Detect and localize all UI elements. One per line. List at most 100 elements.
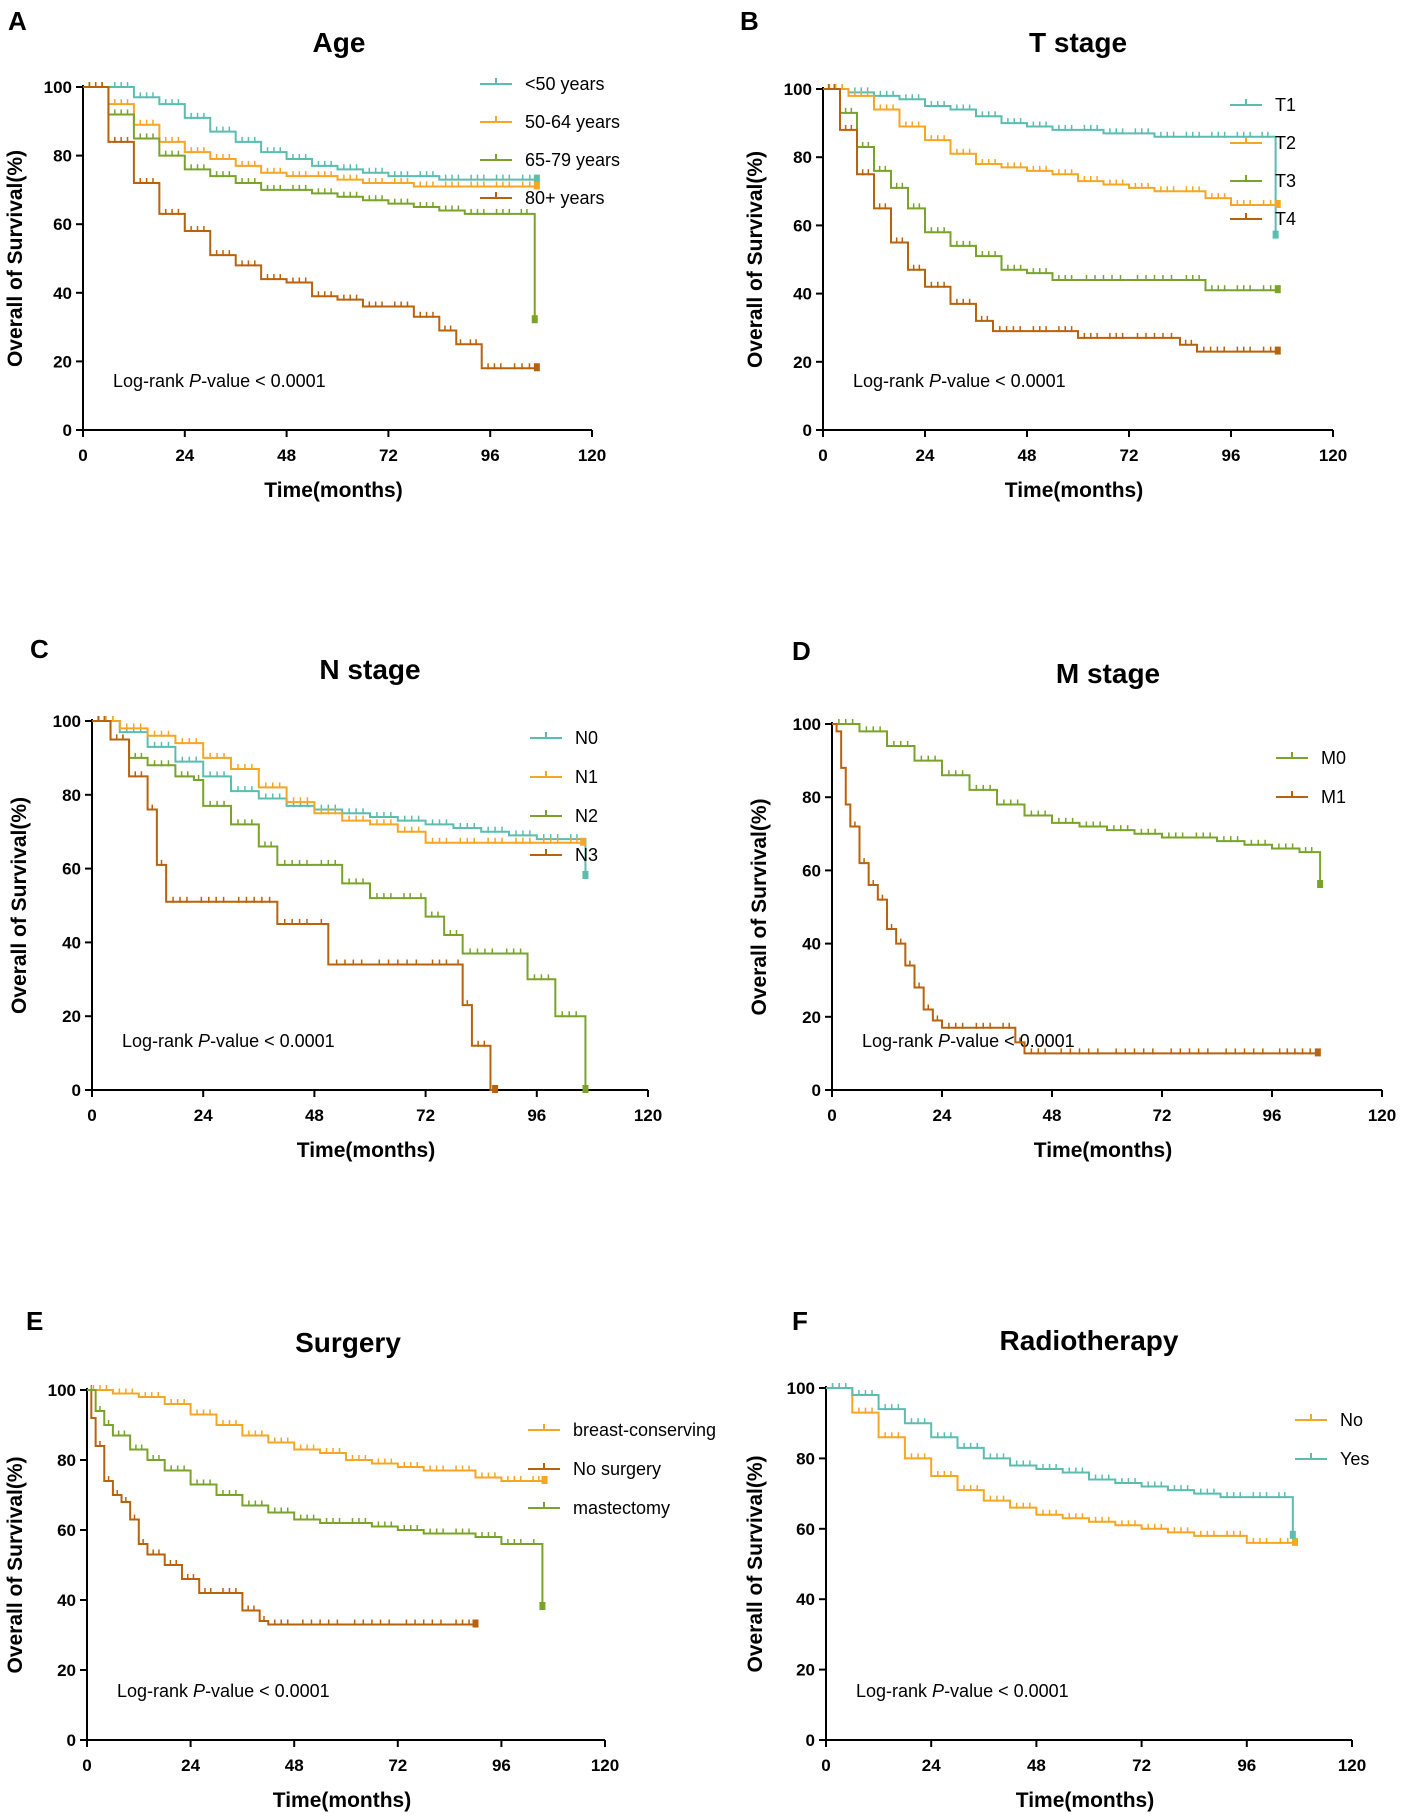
panel-e: E Surgery 0 20 40 60 80 100 0 24 48 72 96 120 Time(mon… — [4, 1306, 716, 1812]
y-axis-title: Overall of Survival(%) — [8, 797, 31, 1014]
y-tick-label: 20 — [802, 1008, 821, 1027]
y-axis-title: Overall of Survival(%) — [744, 1455, 767, 1672]
km-curve-mastectomy — [87, 1389, 544, 1607]
curve-end-marker — [1317, 880, 1324, 889]
panel-title: M stage — [1056, 658, 1160, 689]
legend-label: T2 — [1275, 133, 1296, 153]
x-axis-title: Time(months) — [264, 479, 402, 502]
logrank-annotation: Log-rank P-value < 0.0001 — [122, 1031, 335, 1051]
legend-label: N3 — [575, 845, 598, 865]
curve-end-marker — [539, 1602, 546, 1610]
panel-a: A Age 0 20 40 60 80 100 0 24 48 72 96 120 Time(months)… — [4, 6, 620, 502]
y-tick-label: 0 — [63, 421, 72, 440]
legend-label: 80+ years — [525, 188, 605, 208]
annotation-suffix: -value < 0.0001 — [944, 1681, 1069, 1701]
y-tick-label: 60 — [53, 215, 72, 234]
annotation-suffix: -value < 0.0001 — [950, 1031, 1075, 1051]
x-tick-label: 120 — [1368, 1106, 1396, 1125]
x-tick-label: 0 — [827, 1106, 836, 1125]
curve-end-marker — [533, 181, 540, 190]
annotation-prefix: Log-rank — [856, 1681, 932, 1701]
y-tick-label: 0 — [67, 1731, 76, 1750]
x-tick-label: 0 — [821, 1756, 830, 1775]
y-tick-label: 0 — [812, 1081, 821, 1100]
km-curve-N0 — [92, 720, 587, 876]
x-tick-label: 96 — [1222, 446, 1241, 465]
panel-letter: D — [792, 636, 811, 666]
curve-end-marker — [1274, 285, 1281, 294]
y-tick-label: 80 — [793, 148, 812, 167]
x-tick-label: 120 — [578, 446, 606, 465]
x-tick-label: 72 — [379, 446, 398, 465]
legend-label: breast-conserving — [573, 1420, 716, 1440]
km-curve-T1 — [823, 88, 1277, 236]
panel-title: Radiotherapy — [1000, 1325, 1179, 1356]
km-curve-No surgery — [87, 1389, 476, 1626]
km-curve-No — [826, 1387, 1296, 1544]
y-tick-label: 40 — [796, 1590, 815, 1609]
panel-letter: C — [30, 634, 49, 664]
logrank-annotation: Log-rank P-value < 0.0001 — [853, 371, 1066, 391]
y-tick-label: 20 — [796, 1661, 815, 1680]
panel-title: N stage — [319, 654, 420, 685]
annotation-prefix: Log-rank — [853, 371, 929, 391]
y-tick-label: 40 — [802, 935, 821, 954]
panel-b: B T stage 0 20 40 60 80 100 0 24 48 72 96 120 Time(mon… — [740, 6, 1347, 502]
y-axis-title: Overall of Survival(%) — [748, 798, 771, 1015]
x-tick-label: 0 — [82, 1756, 91, 1775]
x-tick-label: 48 — [277, 446, 296, 465]
annotation-suffix: -value < 0.0001 — [205, 1681, 330, 1701]
y-tick-label: 60 — [802, 861, 821, 880]
y-tick-label: 20 — [57, 1661, 76, 1680]
panel-title: Age — [313, 27, 366, 58]
x-tick-label: 72 — [1132, 1756, 1151, 1775]
curve-end-marker — [541, 1476, 548, 1484]
x-tick-label: 96 — [1263, 1106, 1282, 1125]
x-tick-label: 72 — [416, 1106, 435, 1125]
legend-label: 50-64 years — [525, 112, 620, 132]
y-axis-title: Overall of Survival(%) — [744, 151, 767, 368]
x-tick-label: 48 — [1018, 446, 1037, 465]
curve-end-marker — [533, 363, 540, 372]
curve-end-marker — [1274, 346, 1281, 355]
curve-end-marker — [472, 1619, 479, 1628]
x-axis-title: Time(months) — [297, 1139, 435, 1162]
x-tick-label: 0 — [78, 446, 87, 465]
curve-end-marker — [533, 174, 540, 183]
legend-label: M1 — [1321, 787, 1346, 807]
x-axis-title: Time(months) — [273, 1789, 411, 1812]
legend-label: N0 — [575, 728, 598, 748]
legend-label: mastectomy — [573, 1498, 670, 1518]
y-tick-label: 0 — [806, 1731, 815, 1750]
y-tick-label: 60 — [796, 1520, 815, 1539]
legend-label: T3 — [1275, 171, 1296, 191]
x-tick-label: 24 — [194, 1106, 213, 1125]
y-tick-label: 60 — [62, 860, 81, 879]
logrank-annotation: Log-rank P-value < 0.0001 — [113, 371, 326, 391]
panel-c: C N stage 0 20 40 60 80 100 0 24 48 72 96 120 Time(mon… — [8, 634, 662, 1162]
y-tick-label: 40 — [53, 284, 72, 303]
panel-letter: F — [792, 1306, 808, 1336]
x-tick-label: 48 — [1043, 1106, 1062, 1125]
annotation-p: P — [189, 371, 201, 391]
curve-end-marker — [1289, 1530, 1296, 1539]
x-tick-label: 24 — [175, 446, 194, 465]
legend-label: <50 years — [525, 74, 605, 94]
panel-letter: A — [8, 6, 27, 36]
curve-end-marker — [1314, 1048, 1321, 1057]
panel-title: Surgery — [295, 1327, 401, 1358]
y-tick-label: 60 — [793, 216, 812, 235]
annotation-p: P — [193, 1681, 205, 1701]
km-curve-50-64 years — [83, 86, 537, 188]
y-tick-label: 100 — [793, 715, 821, 734]
y-tick-label: 40 — [62, 933, 81, 952]
curve-end-marker — [1274, 199, 1281, 208]
annotation-suffix: -value < 0.0001 — [941, 371, 1066, 391]
annotation-suffix: -value < 0.0001 — [210, 1031, 335, 1051]
km-curve-Yes — [826, 1387, 1294, 1536]
annotation-prefix: Log-rank — [862, 1031, 938, 1051]
curve-end-marker — [582, 1085, 589, 1093]
km-curve-T4 — [823, 88, 1278, 353]
curve-end-marker — [492, 1085, 499, 1093]
km-curve-M0 — [832, 723, 1322, 886]
